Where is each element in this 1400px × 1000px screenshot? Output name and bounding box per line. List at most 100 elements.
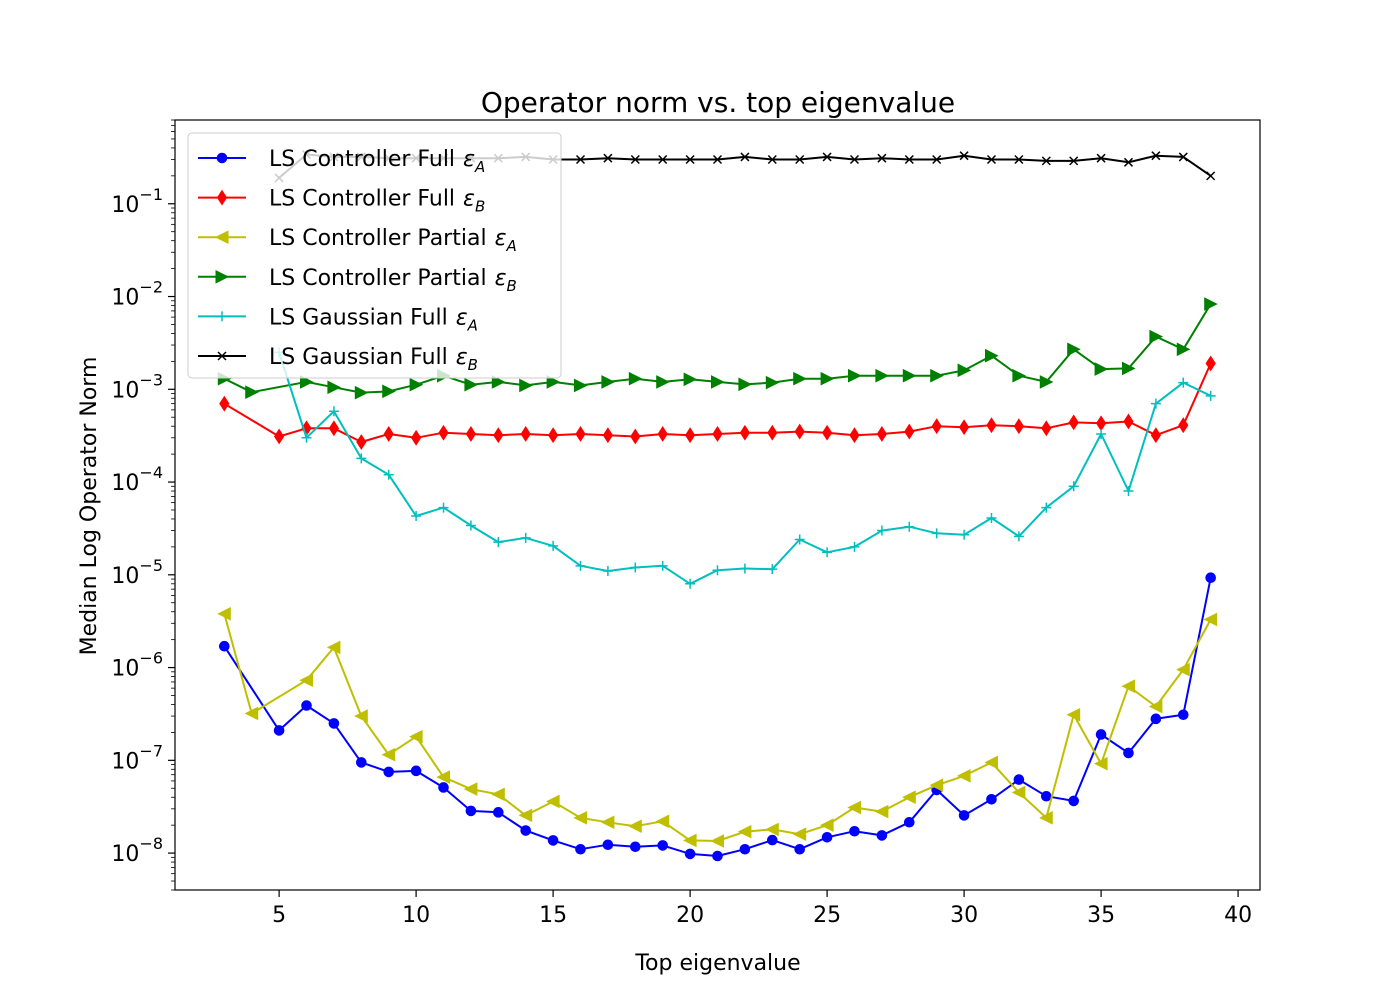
- data-point: [408, 729, 423, 744]
- x-axis: 5 10 15 20 25 30 35 40: [272, 890, 1252, 928]
- legend-epsilon: ε: [456, 345, 468, 370]
- data-point: [1203, 612, 1218, 627]
- legend-series-name: LS Controller Partial: [269, 226, 487, 251]
- legend-subscript: B: [475, 198, 485, 216]
- data-point: [849, 154, 860, 165]
- data-point: [820, 371, 835, 386]
- x-tick-label: 25: [813, 903, 841, 928]
- data-point: [601, 375, 616, 389]
- data-point: [1094, 362, 1109, 376]
- y-tick-label: 10−7: [111, 741, 163, 774]
- series-line-2: [223, 613, 1212, 842]
- data-point: [657, 560, 668, 571]
- data-point: [1039, 375, 1054, 389]
- data-point: [958, 419, 970, 436]
- data-point: [1068, 414, 1079, 431]
- data-point: [849, 825, 860, 837]
- data-point: [876, 525, 887, 536]
- data-point: [904, 154, 914, 165]
- data-point: [1096, 428, 1107, 439]
- data-point: [493, 427, 504, 444]
- data-point: [328, 420, 340, 437]
- data-point: [575, 843, 586, 855]
- data-point: [1093, 756, 1108, 771]
- data-point: [847, 800, 861, 815]
- y-tick-base: 10: [111, 378, 139, 403]
- data-point: [326, 640, 341, 655]
- data-point: [657, 840, 669, 851]
- data-point: [573, 811, 588, 825]
- data-point: [301, 700, 312, 711]
- data-point: [1150, 713, 1162, 725]
- series-layer: [217, 149, 1218, 862]
- data-point: [1206, 171, 1216, 181]
- data-point: [301, 432, 312, 443]
- data-point: [273, 725, 285, 736]
- data-point: [737, 824, 752, 839]
- data-point: [712, 426, 723, 442]
- data-point: [792, 827, 807, 841]
- data-point: [493, 537, 504, 548]
- data-point: [411, 511, 422, 522]
- y-tick-label: 10−4: [111, 463, 163, 496]
- data-point: [491, 787, 505, 802]
- x-tick-label: 10: [402, 903, 430, 928]
- data-point: [685, 578, 696, 589]
- data-point: [712, 850, 723, 862]
- y-tick-exponent: −2: [139, 278, 163, 297]
- data-point: [929, 778, 944, 792]
- data-point: [1151, 151, 1161, 161]
- y-tick-base: 10: [111, 749, 139, 774]
- data-point: [1041, 502, 1052, 513]
- legend-swatch-marker: [215, 269, 230, 284]
- data-point: [931, 418, 942, 435]
- data-point: [794, 843, 805, 855]
- data-point: [1013, 531, 1024, 542]
- data-point: [628, 819, 642, 833]
- data-point: [409, 377, 424, 392]
- data-point: [1068, 795, 1079, 807]
- data-point: [547, 835, 559, 846]
- data-point: [958, 810, 970, 821]
- data-point: [1150, 427, 1161, 444]
- data-point: [875, 368, 890, 383]
- series-2: [217, 606, 1218, 848]
- data-point: [766, 834, 778, 846]
- data-point: [1011, 785, 1026, 800]
- data-point: [740, 152, 750, 162]
- data-point: [902, 368, 917, 383]
- data-point: [847, 368, 862, 383]
- data-point: [683, 372, 698, 387]
- y-tick-base: 10: [111, 842, 139, 867]
- data-point: [959, 151, 969, 161]
- legend-label: LS Controller Partial εB: [269, 266, 517, 295]
- data-point: [767, 154, 777, 165]
- data-point: [822, 547, 833, 558]
- data-point: [465, 426, 477, 442]
- data-point: [300, 375, 314, 389]
- data-point: [1012, 368, 1027, 383]
- legend-item: LS Controller Partial εA: [198, 226, 517, 255]
- data-point: [1149, 329, 1164, 344]
- data-point: [600, 815, 615, 830]
- data-point: [874, 804, 889, 819]
- data-point: [575, 154, 586, 165]
- data-point: [710, 834, 724, 848]
- data-point: [602, 427, 613, 444]
- legend-series-name: LS Controller Full: [269, 187, 455, 212]
- data-point: [1176, 342, 1191, 357]
- data-point: [986, 512, 997, 523]
- data-point: [1148, 699, 1163, 714]
- legend-series-name: LS Controller Full: [269, 147, 455, 172]
- y-tick-label: 10−5: [111, 556, 163, 589]
- data-point: [682, 833, 697, 848]
- legend-item: LS Gaussian Full εB: [198, 345, 478, 374]
- data-point: [765, 822, 779, 837]
- y-tick-exponent: −6: [139, 649, 163, 668]
- legend-subscript: B: [506, 277, 516, 295]
- data-point: [658, 154, 668, 165]
- data-point: [245, 385, 259, 400]
- data-point: [548, 427, 559, 444]
